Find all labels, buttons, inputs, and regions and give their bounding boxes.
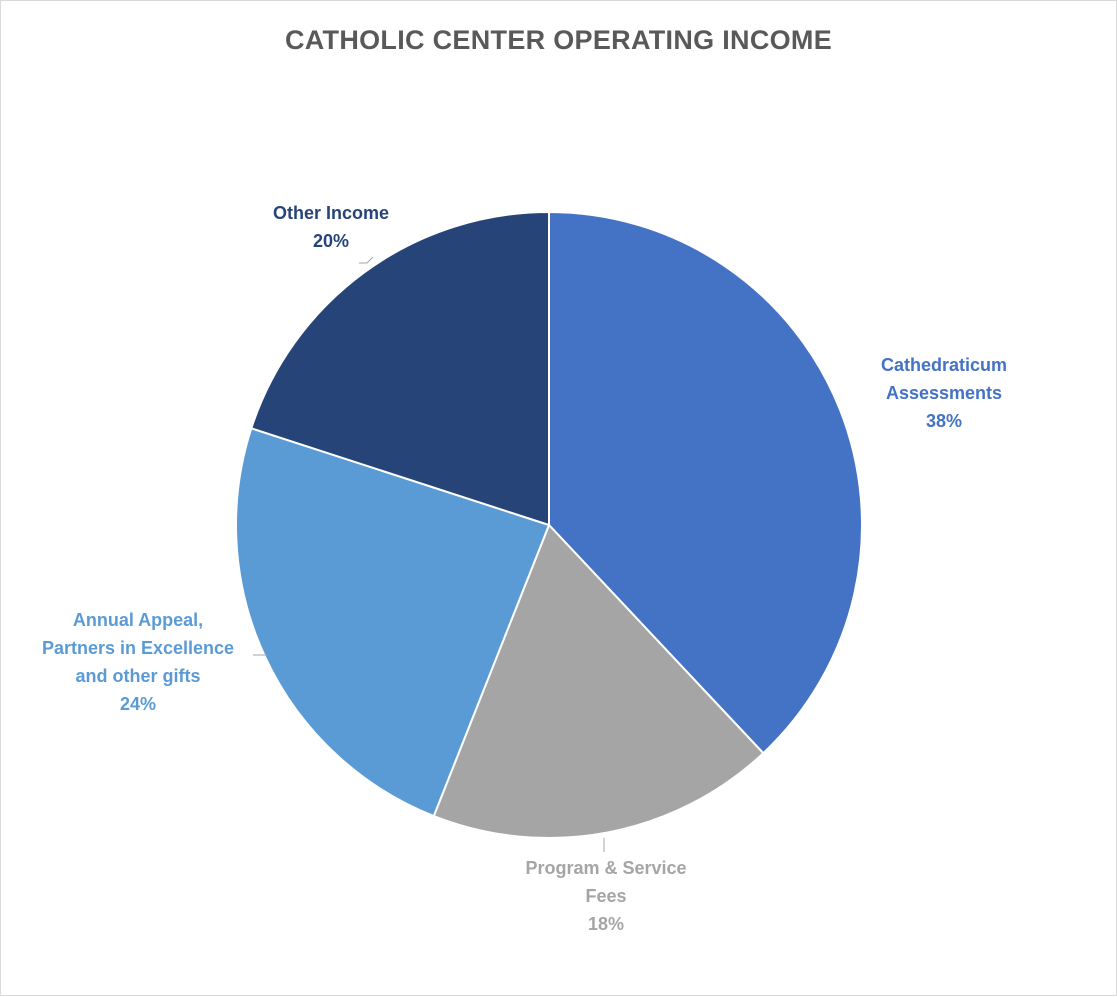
slice-value-label: 20% xyxy=(312,231,350,251)
slice-label-cathedraticum: Cathedraticum Assessments 38% xyxy=(859,351,1029,435)
slice-label-line: Cathedraticum xyxy=(880,355,1008,375)
slice-label-line: Program & Service xyxy=(525,858,687,878)
pie-slice-1 xyxy=(432,523,765,839)
pie-slice-2 xyxy=(235,427,551,818)
slice-label-program-fees: Program & Service Fees 18% xyxy=(501,854,711,938)
slice-value-label: 18% xyxy=(587,914,625,934)
pie-slice-0 xyxy=(548,210,863,755)
chart-title: CATHOLIC CENTER OPERATING INCOME xyxy=(284,25,833,55)
slice-label-line: Partners in Excellence xyxy=(41,638,235,658)
slice-label-annual-appeal: Annual Appeal, Partners in Excellence an… xyxy=(23,606,253,718)
slice-label-line: Annual Appeal, xyxy=(72,610,204,630)
slice-label-line: Fees xyxy=(585,886,627,906)
slice-value-label: 38% xyxy=(925,411,963,431)
leader-line-other-income xyxy=(359,256,374,264)
slice-label-line: Other Income xyxy=(272,203,390,223)
slice-value-label: 24% xyxy=(119,694,157,714)
pie-slice-3 xyxy=(250,210,550,527)
slice-label-line: Assessments xyxy=(885,383,1003,403)
slice-label-line: and other gifts xyxy=(75,666,201,686)
slice-label-other-income: Other Income 20% xyxy=(241,199,421,255)
